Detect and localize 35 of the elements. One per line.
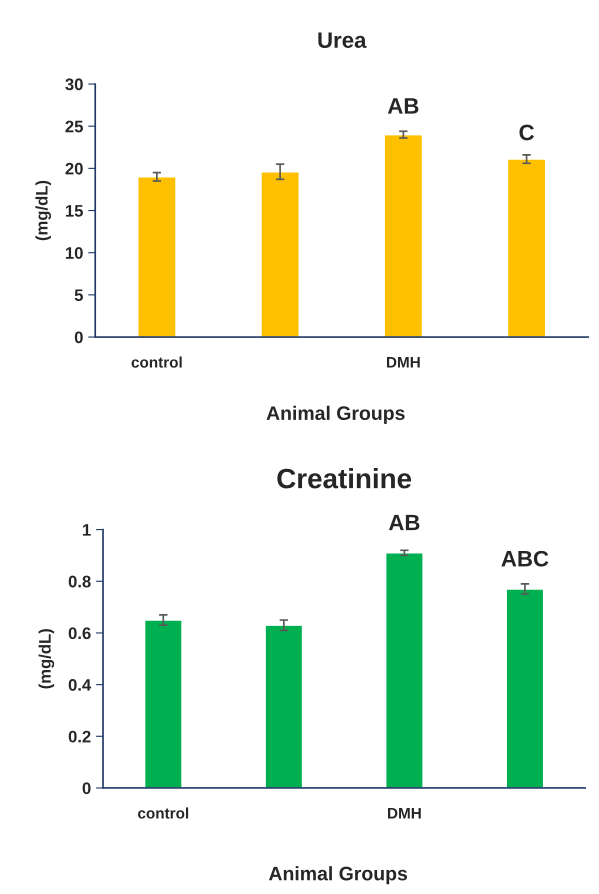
x-tick-label: DMH [386, 357, 420, 368]
x-axis-title: Animal Groups [268, 866, 408, 884]
y-tick-label: 15 [66, 205, 83, 217]
annotation: AB [388, 514, 420, 530]
y-tick-label: 25 [65, 120, 83, 132]
bar [137, 176, 177, 338]
x-axis-title: Animal Groups [266, 406, 405, 424]
bar [264, 624, 304, 788]
annotation: ABC [501, 550, 548, 567]
y-tick-label: 0.8 [68, 576, 91, 588]
y-tick-label: 0 [82, 782, 91, 794]
y-axis-title: (mg/dL) [38, 629, 54, 688]
y-tick-label: 0.2 [68, 730, 91, 742]
bar [506, 158, 546, 338]
x-tick-label: control [138, 807, 188, 819]
annotation: AB [388, 98, 418, 114]
x-tick-label: control [132, 356, 182, 368]
y-tick-label: 5 [74, 289, 83, 302]
annotation: C [519, 124, 534, 140]
bar [384, 134, 424, 338]
bar [385, 552, 424, 788]
bar [144, 619, 183, 788]
chart-title: Urea [318, 32, 367, 48]
y-tick-label: 0.6 [68, 627, 91, 640]
y-axis-title: (mg/dL) [35, 180, 52, 240]
y-tick-label: 10 [66, 247, 83, 259]
y-tick-label: 0.4 [68, 679, 92, 691]
bar [260, 171, 300, 338]
x-tick-label: DMH [388, 808, 421, 818]
y-tick-label: 1 [83, 524, 91, 536]
y-tick-label: 30 [65, 78, 83, 90]
y-tick-label: 0 [74, 331, 83, 344]
bar [506, 588, 544, 788]
chart-title: Creatinine [277, 468, 412, 488]
y-tick-label: 20 [65, 162, 83, 175]
